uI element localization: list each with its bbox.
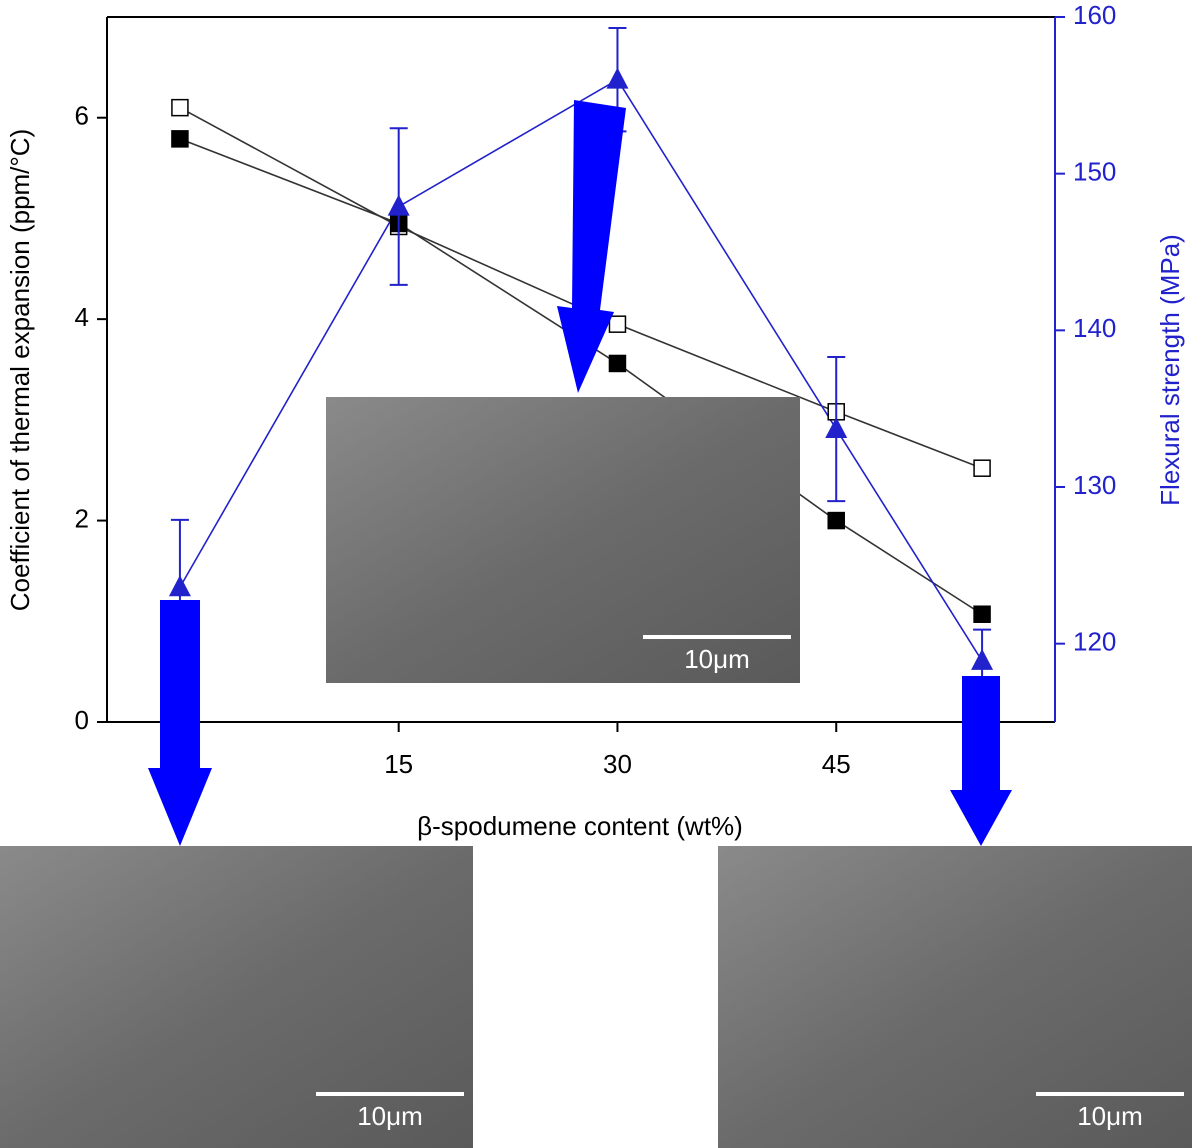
marker	[606, 67, 629, 89]
marker	[171, 98, 189, 117]
y2-tick-label: 150	[1073, 157, 1116, 187]
y2-axis-label: Flexural strength (MPa)	[1155, 234, 1185, 506]
x-tick-label: 15	[384, 749, 413, 779]
marker	[387, 194, 410, 216]
marker	[608, 315, 627, 333]
y-tick-label: 2	[75, 503, 89, 533]
x-axis-label: β-spodumene content (wt%)	[417, 811, 743, 841]
scale-label: 10μm	[357, 1101, 423, 1131]
y-tick-label: 0	[75, 705, 89, 735]
sem-image	[718, 846, 1192, 1148]
marker	[825, 417, 848, 439]
y2-tick-label: 160	[1073, 0, 1116, 30]
marker	[168, 575, 191, 597]
arrow	[557, 100, 626, 393]
arrow	[148, 600, 212, 846]
y2-tick-label: 140	[1073, 313, 1116, 343]
marker	[608, 354, 627, 373]
y-tick-label: 4	[75, 302, 89, 332]
y-tick-label: 6	[75, 101, 89, 131]
scale-label: 10μm	[684, 644, 750, 674]
marker	[171, 130, 189, 148]
y2-tick-label: 120	[1073, 627, 1116, 657]
y-axis-label: Coefficient of thermal expansion (ppm/°C…	[5, 129, 35, 611]
arrow	[950, 676, 1012, 846]
x-tick-label: 45	[822, 749, 851, 779]
y2-tick-label: 130	[1073, 470, 1116, 500]
scale-label: 10μm	[1077, 1101, 1143, 1131]
marker	[827, 511, 845, 530]
marker	[973, 459, 991, 477]
marker	[973, 605, 991, 623]
sem-image	[0, 846, 473, 1148]
marker	[971, 648, 994, 670]
x-tick-label: 30	[603, 749, 632, 779]
sem-image	[326, 397, 800, 683]
